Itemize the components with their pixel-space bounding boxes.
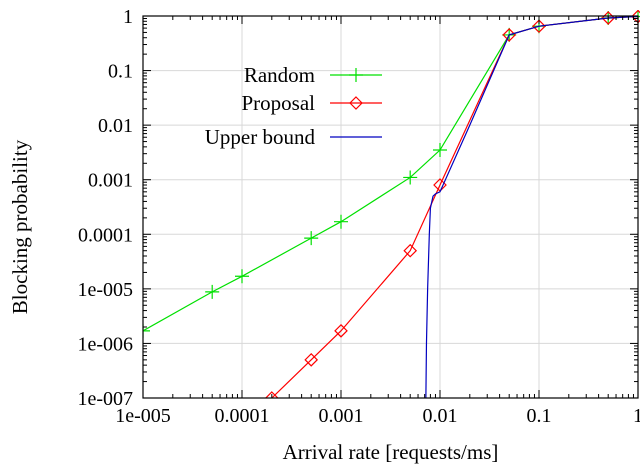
legend-label: Random bbox=[244, 63, 315, 87]
x-axis-title: Arrival rate [requests/ms] bbox=[283, 440, 499, 464]
y-tick-label: 0.1 bbox=[108, 61, 133, 83]
proposal-marker bbox=[264, 391, 279, 398]
random-marker bbox=[334, 214, 348, 229]
proposal-marker bbox=[334, 324, 348, 338]
ticks-layer: 1e-005 0.0001 0.001 0.01 0.1 1 1 0.1 0.01 0.001 0.… bbox=[77, 6, 640, 427]
proposal-marker bbox=[502, 28, 517, 42]
y-tick-label: 1e-007 bbox=[77, 388, 133, 410]
random-marker bbox=[205, 284, 220, 299]
plot-frame bbox=[142, 15, 639, 399]
y-axis-title: Blocking probability bbox=[8, 139, 32, 314]
x-tick-label: 0.01 bbox=[423, 405, 458, 427]
x-tick-label: 0.0001 bbox=[215, 405, 270, 427]
series-line-upper-bound bbox=[425, 15, 639, 398]
legend: Random Proposal Upper bound bbox=[205, 63, 382, 149]
proposal-marker bbox=[304, 353, 319, 367]
random-marker bbox=[349, 68, 363, 82]
series-layer bbox=[143, 10, 640, 398]
proposal-marker bbox=[403, 243, 418, 258]
y-tick-label: 0.01 bbox=[98, 115, 133, 137]
series-upper-bound bbox=[425, 15, 639, 398]
random-marker bbox=[304, 231, 319, 246]
legend-label: Upper bound bbox=[205, 125, 316, 149]
random-marker bbox=[433, 143, 447, 158]
series-line-random bbox=[143, 15, 639, 332]
x-tick-label: 0.001 bbox=[319, 405, 364, 427]
series-line-proposal bbox=[271, 15, 639, 398]
y-tick-label: 1e-006 bbox=[77, 333, 133, 355]
x-tick-label: 0.1 bbox=[527, 405, 552, 427]
proposal-marker bbox=[532, 19, 546, 34]
random-marker bbox=[403, 170, 418, 185]
grid-layer bbox=[142, 15, 639, 399]
y-tick-label: 0.001 bbox=[88, 170, 133, 192]
proposal-marker bbox=[349, 96, 363, 110]
legend-label: Proposal bbox=[242, 91, 316, 115]
series-proposal bbox=[264, 10, 640, 398]
x-tick-label: 1 bbox=[633, 405, 640, 427]
y-tick-label: 1 bbox=[123, 6, 133, 28]
x-tick-label: 1e-005 bbox=[115, 405, 171, 427]
y-tick-label: 0.0001 bbox=[78, 224, 133, 246]
random-marker bbox=[235, 269, 249, 284]
y-tick-label: 1e-005 bbox=[77, 279, 133, 301]
random-marker bbox=[143, 323, 150, 338]
